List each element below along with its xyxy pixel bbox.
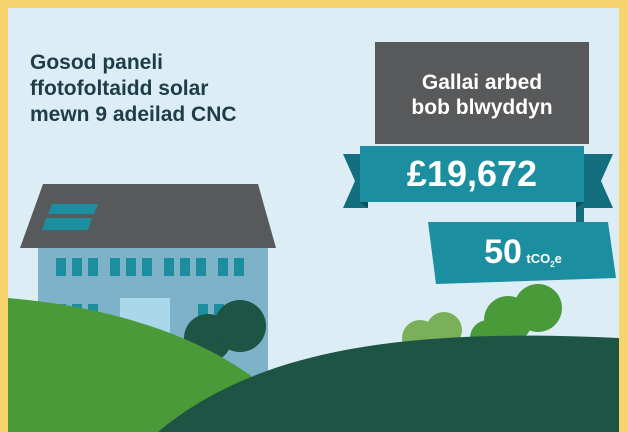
carbon-suffix: e (555, 251, 562, 266)
heading: Gosod paneli ffotofoltaidd solar mewn 9 … (30, 50, 237, 128)
label-line: bob blwyddyn (375, 95, 589, 120)
infographic: Gosod paneli ffotofoltaidd solar mewn 9 … (0, 0, 627, 432)
saving-amount: £19,672 (360, 152, 584, 196)
heading-line: mewn 9 adeilad CNC (30, 102, 237, 128)
sky: Gosod paneli ffotofoltaidd solar mewn 9 … (8, 8, 619, 432)
house-roof (20, 184, 276, 248)
ribbon-fold (576, 208, 584, 222)
carbon-amount: 50 (484, 233, 522, 271)
heading-line: ffotofoltaidd solar (30, 76, 237, 102)
label: Gallai arbed bob blwyddyn (375, 70, 589, 120)
label-line: Gallai arbed (375, 70, 589, 95)
carbon: 50 tCO2e (438, 230, 608, 287)
carbon-unit: tCO (526, 251, 550, 266)
heading-line: Gosod paneli (30, 50, 237, 76)
